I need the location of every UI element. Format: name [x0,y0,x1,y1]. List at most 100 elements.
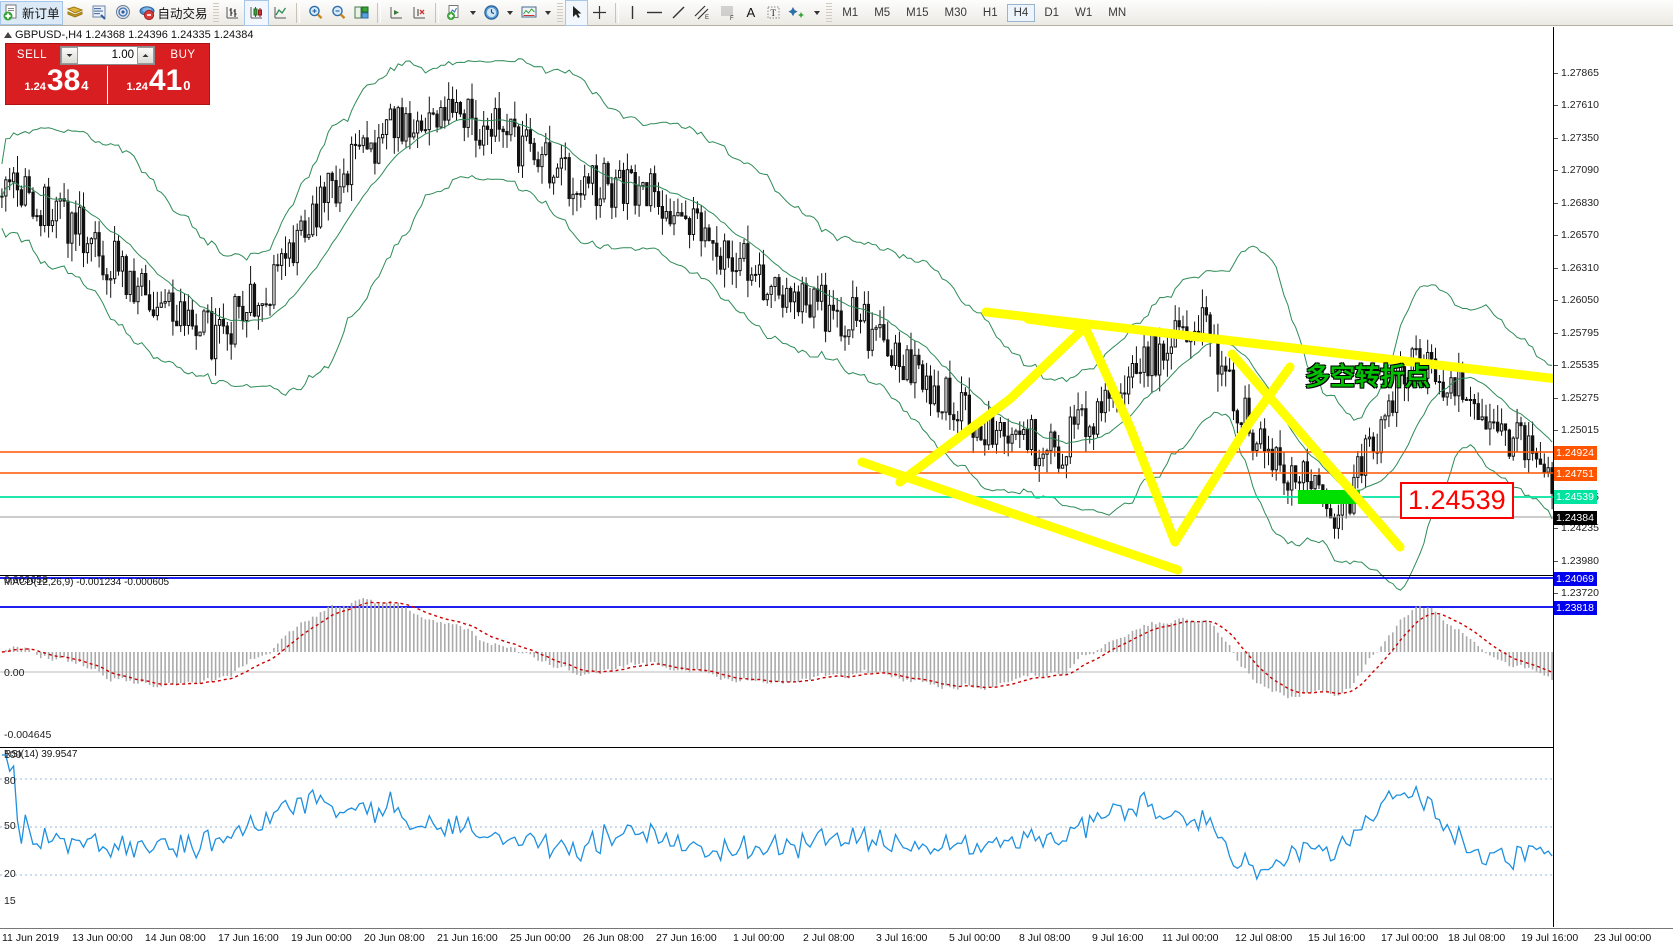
chart-header-text: GBPUSD-,H4 1.24368 1.24396 1.24335 1.243… [15,29,254,41]
volume-stepper[interactable]: 1.00 [60,45,155,65]
time-label: 14 Jun 08:00 [145,932,206,944]
navigator-button[interactable] [87,1,111,25]
fibonacci-button[interactable]: F [715,1,740,25]
level-badge-support-3[interactable]: 1.23818 [1554,601,1597,615]
price-tick: 1.27090 [1554,164,1599,176]
channel-icon: E [693,4,712,21]
periods-dropdown-arrow[interactable] [506,10,513,15]
sell-label[interactable]: SELL [16,49,48,61]
svg-text:F: F [730,16,734,21]
timeframe-h1[interactable]: H1 [982,6,998,19]
timeframe-m1[interactable]: M1 [842,6,859,19]
volume-decrement-button[interactable] [61,46,78,64]
text-label-button[interactable]: T [762,1,785,25]
time-label: 25 Jun 00:00 [510,932,571,944]
indicators-dropdown-arrow[interactable] [469,10,476,15]
price-tick: 1.26830 [1554,197,1599,209]
objects-dropdown-arrow[interactable] [814,10,821,15]
templates-icon [520,4,538,21]
candlestick-series [0,82,1554,539]
templates-dropdown-arrow[interactable] [544,10,551,15]
toolbar-grip-3[interactable] [826,2,833,23]
collapse-triangle-icon[interactable] [4,32,12,38]
time-label: 23 Jul 00:00 [1594,932,1652,944]
bar-chart-button[interactable] [221,1,244,25]
buy-label[interactable]: BUY [170,49,196,61]
rsi-line [1,754,1553,881]
candlestick-chart-button[interactable] [243,0,269,26]
trendline-button[interactable] [667,1,690,25]
sell-price[interactable]: 1.24 38 4 [6,66,107,104]
time-label: 17 Jul 00:00 [1381,932,1439,944]
history-button[interactable] [63,1,87,25]
time-axis[interactable]: 11 Jun 2019 13 Jun 00:00 14 Jun 08:00 17… [0,928,1673,951]
line-chart-icon [272,4,289,21]
crosshair-button[interactable] [588,1,611,25]
new-order-icon [3,4,20,21]
cursor-button[interactable] [564,0,588,26]
level-badge-support-2[interactable]: 1.24069 [1554,572,1597,586]
level-badge-support-1[interactable]: 1.24539 [1554,490,1597,504]
price-tick-label: 1.26050 [1561,294,1599,306]
volume-increment-button[interactable] [137,46,154,64]
chart-shift-icon [388,4,405,21]
periods-button[interactable] [480,1,503,25]
price-tick: 1.23980 [1554,555,1599,567]
tile-windows-icon [353,4,370,21]
equidistant-channel-button[interactable]: E [690,1,715,25]
line-chart-button[interactable] [269,1,292,25]
toolbar-grip-2[interactable] [556,2,563,23]
time-label: 19 Jun 00:00 [291,932,352,944]
buy-price-fraction: 0 [183,78,191,93]
buy-price[interactable]: 1.24 41 0 [108,66,209,104]
level-badge-resistance-2[interactable]: 1.24751 [1554,467,1597,481]
timeframe-m30[interactable]: M30 [944,6,967,19]
buy-price-prefix: 1.24 [126,81,148,93]
volume-value[interactable]: 1.00 [111,49,134,61]
price-tick-label: 1.23720 [1561,587,1599,599]
bollinger-middle-band [1,117,1553,492]
time-label: 8 Jul 08:00 [1019,932,1071,944]
time-label: 18 Jul 08:00 [1448,932,1506,944]
horizontal-line-button[interactable] [642,1,667,25]
macd-plot[interactable] [0,577,1554,745]
zoom-in-button[interactable] [304,1,327,25]
indicators-button[interactable] [443,1,466,25]
chart-shift-button[interactable] [385,1,408,25]
timeframe-h4[interactable]: H4 [1006,3,1036,22]
objects-button[interactable] [785,1,810,25]
timeframe-w1[interactable]: W1 [1075,6,1093,19]
level-badge-resistance-1[interactable]: 1.24924 [1554,446,1597,460]
zoom-out-button[interactable] [327,1,350,25]
timeframe-d1[interactable]: D1 [1044,6,1060,19]
tile-windows-button[interactable] [350,1,373,25]
templates-button[interactable] [517,1,541,25]
timeframe-m5[interactable]: M5 [874,6,891,19]
time-label: 27 Jun 16:00 [656,932,717,944]
one-click-trading-panel[interactable]: SELL 1.00 BUY 1.24 38 4 1.24 41 [5,43,210,105]
timeframe-m15[interactable]: M15 [906,6,929,19]
toolbar-grip[interactable] [212,2,219,23]
fibonacci-icon: F [718,4,737,21]
price-axis[interactable]: 1.27865 1.27610 1.27350 1.27090 1.26830 … [1553,27,1673,927]
trendline-lower-descending [857,457,1183,575]
auto-scroll-button[interactable] [408,1,431,25]
horizontal-levels [0,451,1554,608]
bollinger-lower-band [1,174,1553,591]
macd-label: MACD(12,26,9) -0.001234 -0.000605 [4,577,170,588]
rsi-label: RSI(14) 39.9547 [4,749,78,760]
chart-window[interactable]: GBPUSD-,H4 1.24368 1.24396 1.24335 1.243… [0,27,1673,951]
new-order-label: 新订单 [22,7,60,21]
rsi-plot[interactable] [0,749,1554,927]
signals-button[interactable] [111,1,135,25]
trendline-drawings [857,307,1554,575]
vertical-line-button[interactable] [623,1,642,25]
price-tick: 1.27865 [1554,67,1599,79]
time-label: 2 Jul 08:00 [803,932,855,944]
new-order-button[interactable]: 新订单 [0,0,63,25]
text-button[interactable]: A [740,1,763,25]
auto-trading-button[interactable]: 自动交易 [135,1,211,25]
price-tick: 1.27350 [1554,132,1599,144]
price-plot[interactable] [0,27,1554,927]
timeframe-mn[interactable]: MN [1108,6,1127,19]
